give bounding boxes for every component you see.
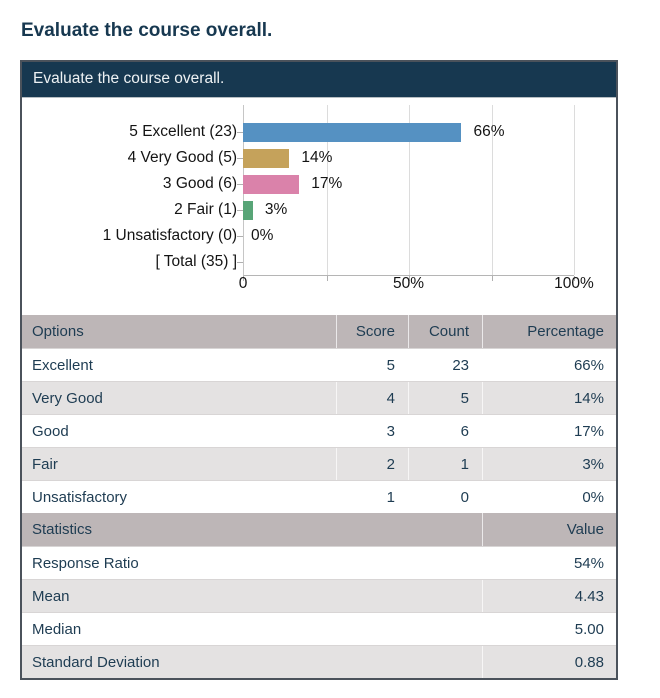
bar-track	[243, 253, 583, 272]
options-table-header: Options Score Count Percentage	[22, 315, 616, 348]
cell-percentage: 0%	[482, 481, 616, 513]
table-row: Fair 2 1 3%	[22, 447, 616, 480]
gridline	[491, 105, 493, 275]
cell-score: 4	[336, 382, 408, 414]
statistics-table-header: Statistics Value	[22, 513, 616, 546]
stat-value: 54%	[482, 547, 616, 579]
stat-value: 4.43	[482, 580, 616, 612]
y-axis-tick	[237, 183, 243, 185]
cell-score: 3	[336, 415, 408, 447]
gridline	[326, 105, 328, 275]
header-score: Score	[336, 315, 408, 348]
x-axis-tickmark	[491, 276, 493, 281]
page-title: Evaluate the course overall.	[21, 20, 273, 41]
x-axis-tick-label: 50%	[392, 275, 425, 292]
cell-option: Very Good	[32, 389, 103, 407]
gridline	[574, 105, 575, 275]
x-axis-tickmark	[243, 276, 244, 281]
y-axis-tick	[237, 261, 243, 263]
cell-count: 23	[408, 349, 482, 381]
cell-percentage: 17%	[482, 415, 616, 447]
header-options: Options	[32, 323, 84, 340]
gridline	[409, 105, 410, 275]
stat-row: Mean 4.43	[22, 579, 616, 612]
cell-count: 5	[408, 382, 482, 414]
cell-score: 5	[336, 349, 408, 381]
stat-label: Response Ratio	[32, 554, 139, 572]
category-label: 5 Excellent (23)	[129, 123, 237, 140]
bar-track: 17%	[243, 174, 583, 194]
table-row: Unsatisfactory 1 0 0%	[22, 480, 616, 513]
y-axis-tick	[237, 157, 243, 159]
chart-row-very-good: 4 Very Good (5) 14%	[22, 145, 616, 171]
report-page: Evaluate the course overall. Evaluate th…	[20, 20, 618, 680]
bar-chart: 5 Excellent (23) 66% 4 Very Good (5) 14%	[22, 98, 616, 315]
category-label: [ Total (35) ]	[155, 253, 237, 270]
header-count: Count	[408, 315, 482, 348]
bar-track: 3%	[243, 200, 583, 220]
chart-row-excellent: 5 Excellent (23) 66%	[22, 119, 616, 145]
table-row: Very Good 4 5 14%	[22, 381, 616, 414]
stat-value: 0.88	[482, 646, 616, 678]
cell-option: Fair	[32, 455, 58, 473]
bar-excellent	[243, 122, 462, 142]
cell-count: 6	[408, 415, 482, 447]
x-axis-tickmark	[574, 276, 575, 281]
category-label: 3 Good (6)	[162, 175, 237, 192]
question-panel: Evaluate the course overall. 5 Excellent…	[20, 60, 618, 680]
bar-track: 0%	[243, 227, 583, 246]
cell-count: 0	[408, 481, 482, 513]
x-axis-tick-label: 0	[238, 275, 248, 292]
stat-label: Median	[32, 620, 82, 638]
bar-good	[243, 174, 300, 194]
chart-row-fair: 2 Fair (1) 3%	[22, 197, 616, 223]
bar-track: 14%	[243, 148, 583, 168]
stat-value: 5.00	[482, 613, 616, 645]
y-axis-tick	[237, 209, 243, 211]
chart-row-unsatisfactory: 1 Unsatisfactory (0) 0%	[22, 223, 616, 249]
stat-row: Standard Deviation 0.88	[22, 645, 616, 678]
stat-row: Median 5.00	[22, 612, 616, 645]
cell-option: Unsatisfactory	[32, 488, 128, 506]
x-axis-labels: 0 50% 100%	[22, 275, 616, 295]
bar-value-label: 66%	[473, 123, 505, 140]
cell-percentage: 14%	[482, 382, 616, 414]
bar-value-label: 3%	[264, 201, 288, 218]
bar-value-label: 0%	[251, 227, 274, 244]
header-statistics: Statistics	[32, 521, 93, 538]
stat-row: Response Ratio 54%	[22, 546, 616, 579]
bar-very-good	[243, 148, 290, 168]
bar-value-label: 17%	[311, 175, 343, 192]
x-axis-tickmark	[409, 276, 410, 281]
bar-fair	[243, 200, 253, 220]
category-label: 2 Fair (1)	[174, 201, 237, 218]
category-label: 1 Unsatisfactory (0)	[102, 227, 237, 244]
chart-row-good: 3 Good (6) 17%	[22, 171, 616, 197]
y-axis-tick	[237, 235, 243, 237]
bar-track: 66%	[243, 122, 583, 142]
stat-label: Mean	[32, 587, 70, 605]
cell-score: 2	[336, 448, 408, 480]
cell-score: 1	[336, 481, 408, 513]
x-axis-tickmark	[326, 276, 328, 281]
cell-option: Good	[32, 422, 69, 440]
table-row: Good 3 6 17%	[22, 414, 616, 447]
header-percentage: Percentage	[482, 315, 616, 348]
category-label: 4 Very Good (5)	[127, 149, 237, 166]
panel-header: Evaluate the course overall.	[22, 62, 616, 98]
cell-option: Excellent	[32, 356, 93, 374]
options-table: Options Score Count Percentage Excellent…	[22, 315, 616, 513]
table-row: Excellent 5 23 66%	[22, 348, 616, 381]
header-value: Value	[482, 513, 616, 546]
statistics-table: Statistics Value Response Ratio 54% Mean…	[22, 513, 616, 678]
cell-percentage: 66%	[482, 349, 616, 381]
chart-row-total: [ Total (35) ]	[22, 249, 616, 275]
stat-label: Standard Deviation	[32, 653, 160, 671]
cell-percentage: 3%	[482, 448, 616, 480]
chart-rows: 5 Excellent (23) 66% 4 Very Good (5) 14%	[22, 119, 616, 275]
y-axis-tick	[237, 131, 243, 133]
bar-value-label: 14%	[301, 149, 333, 166]
cell-count: 1	[408, 448, 482, 480]
x-axis-tick-label: 100%	[554, 275, 594, 292]
